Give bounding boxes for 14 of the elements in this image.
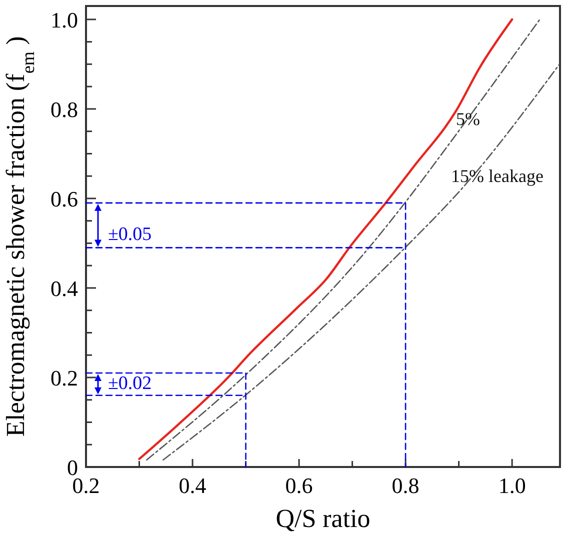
x-tick-label: 0.4 (178, 473, 206, 498)
annotation: 5% (456, 109, 480, 129)
annotation: 15% leakage (451, 166, 544, 186)
x-axis-title: Q/S ratio (276, 504, 370, 533)
x-tick-label: 1.0 (498, 473, 526, 498)
y-tick-label: 0.4 (50, 276, 78, 301)
y-tick-label: 0.2 (50, 365, 78, 390)
y-tick-label: 0.6 (50, 186, 78, 212)
y-tick-label: 0.8 (50, 96, 78, 122)
y-tick-label: 1.0 (50, 7, 78, 32)
annotation: ±0.02 (108, 373, 152, 394)
annotation: ±0.05 (108, 224, 152, 245)
x-tick-label: 0.6 (285, 473, 313, 498)
x-tick-label: 0.8 (392, 473, 420, 498)
